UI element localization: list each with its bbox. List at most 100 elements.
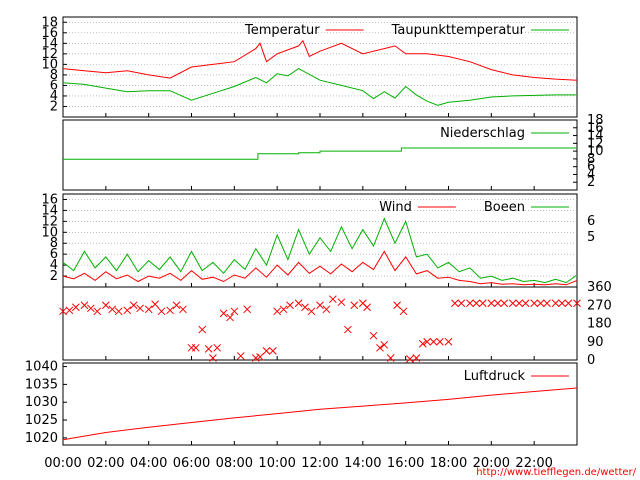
wind_direction-y2-tick-label: 90 [587, 335, 604, 350]
wind-direction-point [451, 299, 459, 308]
wind-direction-point [172, 301, 181, 310]
wind-direction-point [59, 307, 67, 316]
wind-direction-point [393, 301, 401, 310]
wind-direction-point [337, 298, 346, 307]
wind-direction-point [65, 306, 74, 315]
wind-direction-point [478, 299, 487, 308]
temperature-series-temperatur [62, 39, 578, 81]
wind-direction-point [236, 352, 245, 360]
wind-direction-point [213, 343, 222, 352]
wind-direction-point [493, 299, 502, 308]
wind-direction-point [269, 347, 277, 355]
wind-direction-point [412, 354, 421, 362]
wind_direction-frame [62, 286, 578, 361]
wind-direction-point [500, 299, 509, 308]
legend-label: Luftdruck [464, 369, 526, 384]
temperature-y-tick-label: 8 [50, 68, 58, 83]
temperature-y-tick-label: 18 [41, 15, 58, 30]
wind-y-tick-label: 2 [50, 269, 58, 284]
wind-direction-point [436, 337, 444, 346]
temperature-y-tick-label: 14 [41, 36, 58, 51]
wind-y-tick-label: 14 [41, 203, 58, 218]
wind-direction-point [294, 299, 303, 308]
precipitation-series-niederschlag [63, 147, 577, 160]
wind-direction-point [521, 299, 530, 308]
wind-direction-point [219, 309, 228, 318]
wind-direction-point [71, 303, 80, 312]
wind-series-wind [62, 250, 578, 286]
wind-direction-point [343, 325, 352, 334]
x-tick-label: 12:00 [301, 456, 338, 471]
wind-direction-point [114, 307, 123, 316]
wind-direction-point [380, 340, 389, 349]
wind-direction-point [423, 337, 431, 346]
wind-direction-point [515, 299, 524, 308]
wind-y-tick-label: 16 [41, 192, 58, 207]
pressure-y-tick-label: 1025 [25, 413, 58, 428]
wind-direction-point [179, 305, 187, 314]
wind-direction-point [86, 304, 95, 313]
wind-y-tick-label: 4 [50, 258, 58, 273]
wind-direction-point [369, 331, 378, 340]
wind-y2-tick-label: 5 [587, 230, 595, 245]
precipitation-y-tick-label: 2 [587, 175, 595, 190]
x-tick-label: 02:00 [87, 456, 124, 471]
legend-label: Wind [379, 200, 412, 215]
pressure-series-luftdruck [62, 387, 578, 441]
legend-label: Niederschlag [440, 126, 525, 141]
x-tick-label: 22:00 [515, 456, 552, 471]
temperature-y-tick-label: 6 [50, 78, 58, 93]
wind-direction-point [129, 301, 138, 310]
wind-direction-point [262, 347, 271, 355]
x-tick-label: 18:00 [430, 456, 467, 471]
x-tick-label: 06:00 [173, 456, 210, 471]
wind-direction-point [136, 304, 144, 313]
pressure-y-tick-label: 1035 [25, 377, 58, 392]
x-tick-label: 04:00 [130, 456, 167, 471]
precipitation-y-tick-label: 18 [587, 113, 604, 128]
wind-direction-point [273, 307, 282, 316]
wind-direction-point [418, 339, 427, 348]
wind-direction-point [316, 301, 324, 310]
wind-series-boeen [62, 217, 578, 284]
wind-direction-point [256, 353, 264, 361]
wind-direction-point [564, 299, 573, 308]
temperature-y-tick-label: 12 [41, 47, 58, 62]
precipitation-y-tick-label: 6 [587, 160, 595, 175]
x-tick-label: 14:00 [344, 456, 381, 471]
wind-direction-point [209, 354, 217, 362]
wind_direction-y2-tick-label: 270 [587, 298, 612, 313]
wind-direction-point [230, 307, 239, 316]
wind-direction-point [191, 343, 200, 352]
wind-direction-point [406, 355, 414, 363]
source-url-text: http://www.tiefflegen.de/wetter/ [476, 467, 636, 478]
pressure-y-tick-label: 1040 [25, 360, 58, 375]
legend-label: Taupunkttemperatur [391, 23, 526, 38]
wind-direction-point [558, 299, 566, 308]
pressure-panel: 1020 1025 1030 1035 1040 Luftdruck [25, 360, 578, 446]
wind-direction-point [530, 299, 539, 308]
temperature-y-tick-label: 10 [41, 57, 58, 72]
wind-direction-point [363, 303, 371, 312]
wind-direction-point [80, 301, 89, 310]
wind_direction-y2-tick-label: 360 [587, 280, 612, 295]
wind-direction-point [301, 303, 309, 312]
x-tick-label: 20:00 [473, 456, 510, 471]
wind-direction-point [286, 301, 294, 310]
wind-direction-panel: 0 90 180 270 360 [59, 280, 612, 368]
precipitation-y-tick-label: 4 [587, 167, 595, 182]
x-axis-tick-labels: 00:00 02:00 04:00 06:00 08:00 10:00 12:00 14:00… [44, 456, 553, 471]
wind-direction-point [93, 307, 102, 316]
wind-direction-point [472, 299, 481, 308]
wind-direction-point [508, 299, 517, 308]
wind-direction-point [166, 306, 174, 315]
wind-direction-point [144, 305, 153, 314]
wind-direction-point [536, 299, 545, 308]
precipitation-y-tick-label: 10 [587, 144, 604, 159]
wind-direction-point [322, 305, 331, 314]
wind-y-tick-label: 10 [41, 225, 58, 240]
wind-direction-point [101, 301, 110, 310]
pressure-y-tick-label: 1020 [25, 431, 58, 446]
